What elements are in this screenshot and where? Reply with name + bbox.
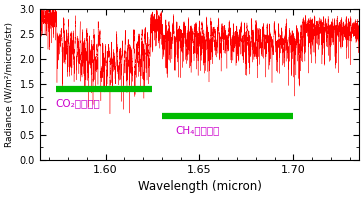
- Text: CH₄の吸収帯: CH₄の吸収帯: [175, 125, 219, 135]
- Text: CO₂の吸収帯: CO₂の吸収帯: [56, 98, 100, 108]
- X-axis label: Wavelength (micron): Wavelength (micron): [138, 180, 261, 193]
- Y-axis label: Radiance (W/m²/micron/str): Radiance (W/m²/micron/str): [5, 22, 14, 147]
